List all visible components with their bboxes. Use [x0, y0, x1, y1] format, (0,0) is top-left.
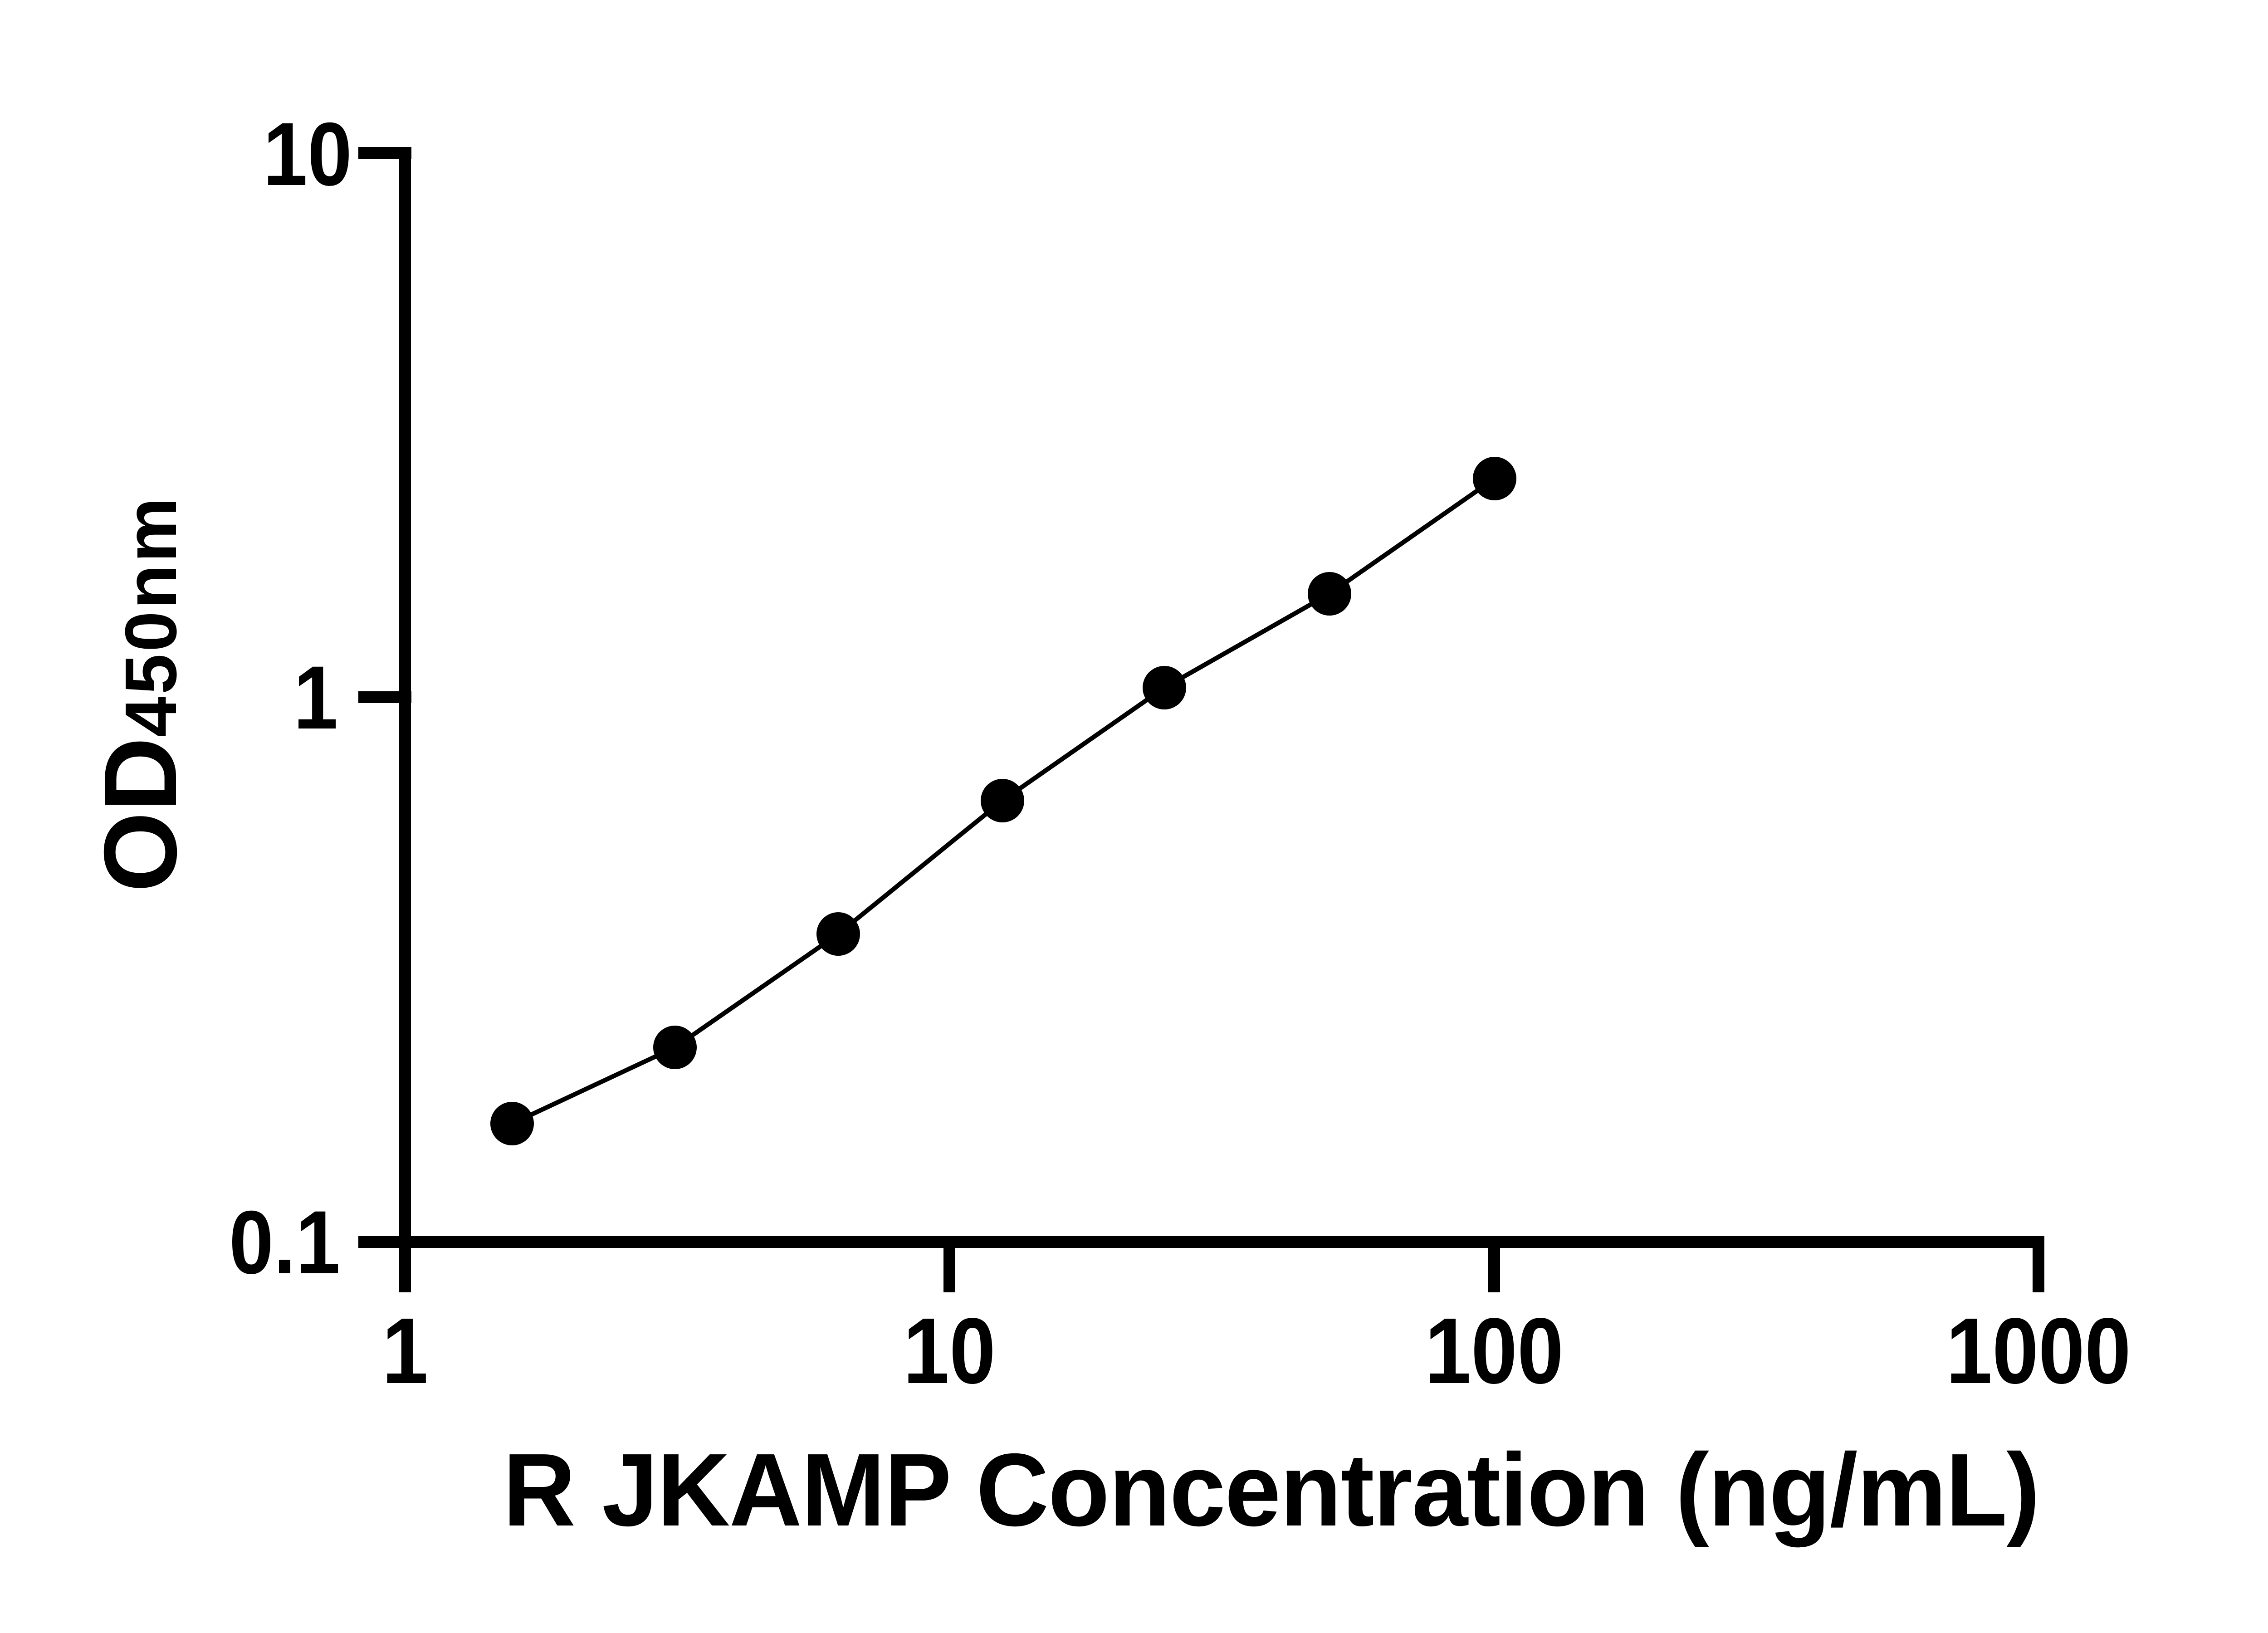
svg-text:1: 1 [293, 647, 338, 748]
svg-text:1000: 1000 [1946, 1299, 2131, 1403]
svg-text:10: 10 [903, 1299, 996, 1403]
svg-text:100: 100 [1425, 1299, 1564, 1403]
svg-text:0.1: 0.1 [229, 1192, 340, 1292]
svg-text:R JKAMP Concentration (ng/mL): R JKAMP Concentration (ng/mL) [503, 1432, 2039, 1547]
svg-text:10: 10 [263, 103, 352, 204]
svg-text:1: 1 [382, 1299, 428, 1403]
